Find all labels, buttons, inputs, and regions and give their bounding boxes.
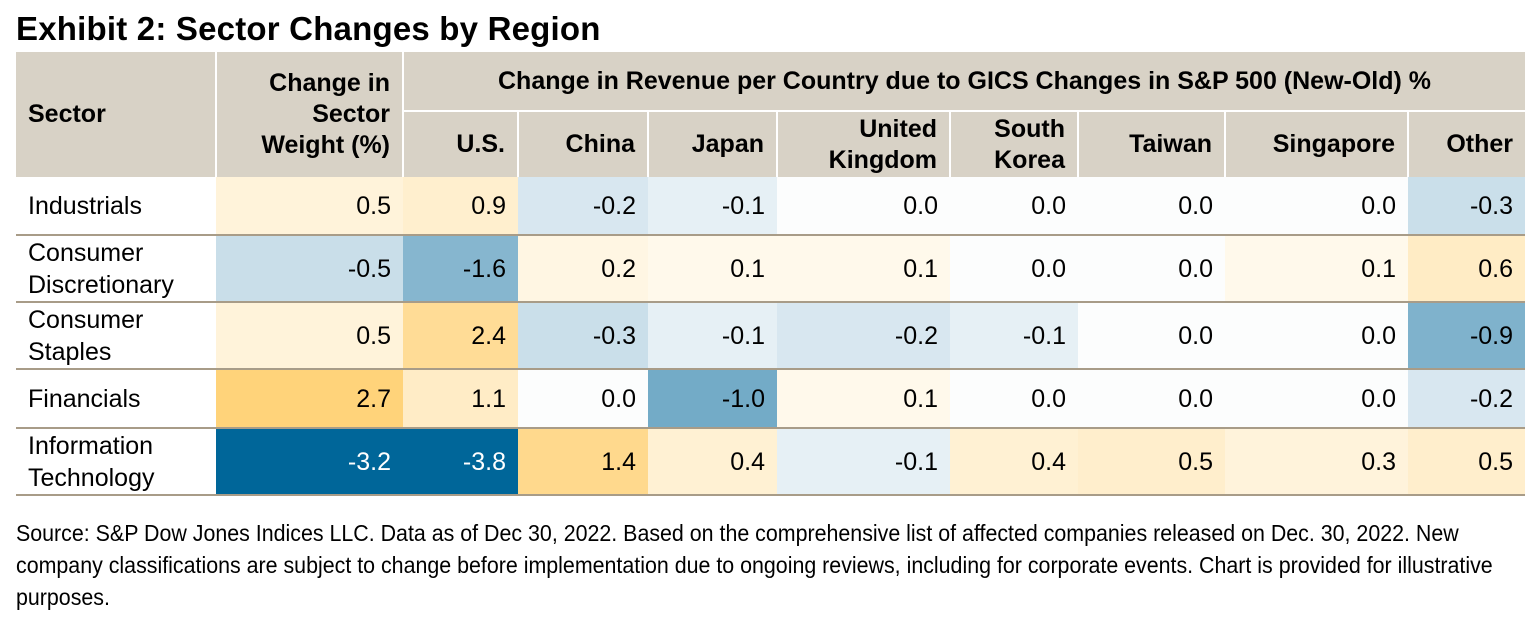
sector-label: Consumer Staples: [16, 302, 216, 370]
exhibit-title: Exhibit 2: Sector Changes by Region: [16, 10, 601, 47]
heatmap-cell: 0.0: [950, 369, 1078, 429]
sector-changes-table: Sector Change in Sector Weight (%) Chang…: [16, 52, 1526, 496]
header-country: Taiwan: [1078, 111, 1226, 177]
heatmap-cell: -0.3: [518, 302, 648, 370]
heatmap-cell: -0.2: [518, 177, 648, 236]
heatmap-cell: 2.7: [216, 369, 403, 429]
table-row: Consumer Staples 0.5 2.4 -0.3 -0.1 -0.2 -0.1 0.…: [16, 302, 1526, 370]
header-country: United Kingdom: [777, 111, 951, 177]
heatmap-cell: -0.1: [777, 428, 950, 496]
heatmap-cell: 0.4: [950, 428, 1078, 496]
table-row: Industrials 0.5 0.9 -0.2 -0.1 0.0 0.0 0.0 0.0 -0.…: [16, 177, 1526, 236]
sector-label: Financials: [16, 369, 216, 429]
heatmap-cell: 0.0: [950, 177, 1078, 236]
heatmap-cell: 2.4: [403, 302, 518, 370]
heatmap-cell: -0.2: [777, 302, 950, 370]
heatmap-cell: -0.1: [950, 302, 1078, 370]
table-body: Industrials 0.5 0.9 -0.2 -0.1 0.0 0.0 0.0 0.0 -0.…: [16, 177, 1526, 496]
heatmap-cell: 0.2: [518, 235, 648, 303]
heatmap-cell: -0.1: [648, 302, 777, 370]
table-row: Information Technology -3.2 -3.8 1.4 0.4 -0.1…: [16, 428, 1526, 496]
header-country: South Korea: [950, 111, 1079, 177]
header-sector: Sector: [16, 52, 217, 177]
header-row-countries: U.S. China Japan United Kingdom South Korea T…: [16, 111, 1526, 177]
header-revenue-group: Change in Revenue per Country due to GIC…: [403, 52, 1526, 112]
heatmap-cell: -0.2: [1408, 369, 1526, 429]
heatmap-cell: 0.0: [777, 177, 950, 236]
source-note: Source: S&P Dow Jones Indices LLC. Data …: [16, 520, 1493, 610]
heatmap-cell: -0.9: [1408, 302, 1526, 370]
heatmap-cell: 0.0: [1225, 177, 1408, 236]
header-country: Japan: [648, 111, 778, 177]
heatmap-cell: 0.1: [777, 235, 950, 303]
heatmap-cell: 0.0: [1078, 235, 1225, 303]
heatmap-cell: 0.5: [216, 302, 403, 370]
heatmap-cell: 1.4: [518, 428, 648, 496]
heatmap-cell: 0.4: [648, 428, 777, 496]
header-country: Singapore: [1225, 111, 1409, 177]
sector-label: Industrials: [16, 177, 216, 236]
heatmap-cell: -0.5: [216, 235, 403, 303]
heatmap-cell: 1.1: [403, 369, 518, 429]
table-row: Financials 2.7 1.1 0.0 -1.0 0.1 0.0 0.0 0.0 -0.2: [16, 369, 1526, 429]
heatmap-cell: 0.6: [1408, 235, 1526, 303]
sector-label: Consumer Discretionary: [16, 235, 216, 303]
heatmap-cell: -1.0: [648, 369, 777, 429]
header-country: Other: [1408, 111, 1526, 177]
header-country: China: [518, 111, 649, 177]
heatmap-cell: -1.6: [403, 235, 518, 303]
heatmap-cell: -3.2: [216, 428, 403, 496]
heatmap-cell: 0.0: [1225, 369, 1408, 429]
heatmap-cell: 0.3: [1225, 428, 1408, 496]
heatmap-cell: -0.1: [648, 177, 777, 236]
heatmap-cell: 0.9: [403, 177, 518, 236]
header-country: U.S.: [403, 111, 519, 177]
heatmap-cell: 0.1: [1225, 235, 1408, 303]
heatmap-cell: 0.0: [1078, 302, 1225, 370]
table-row: Consumer Discretionary -0.5 -1.6 0.2 0.1 0.1 0…: [16, 235, 1526, 303]
heatmap-cell: 0.0: [518, 369, 648, 429]
heatmap-cell: -0.3: [1408, 177, 1526, 236]
header-weight-change: Change in Sector Weight (%): [216, 52, 404, 177]
heatmap-cell: 0.5: [216, 177, 403, 236]
header-row-top: Sector Change in Sector Weight (%) Chang…: [16, 52, 1526, 177]
heatmap-cell: 0.0: [1225, 302, 1408, 370]
heatmap-cell: 0.5: [1078, 428, 1225, 496]
heatmap-cell: 0.1: [777, 369, 950, 429]
sector-label: Information Technology: [16, 428, 216, 496]
heatmap-cell: 0.0: [1078, 177, 1225, 236]
heatmap-cell: -3.8: [403, 428, 518, 496]
heatmap-cell: 0.5: [1408, 428, 1526, 496]
heatmap-cell: 0.1: [648, 235, 777, 303]
heatmap-cell: 0.0: [1078, 369, 1225, 429]
heatmap-cell: 0.0: [950, 235, 1078, 303]
